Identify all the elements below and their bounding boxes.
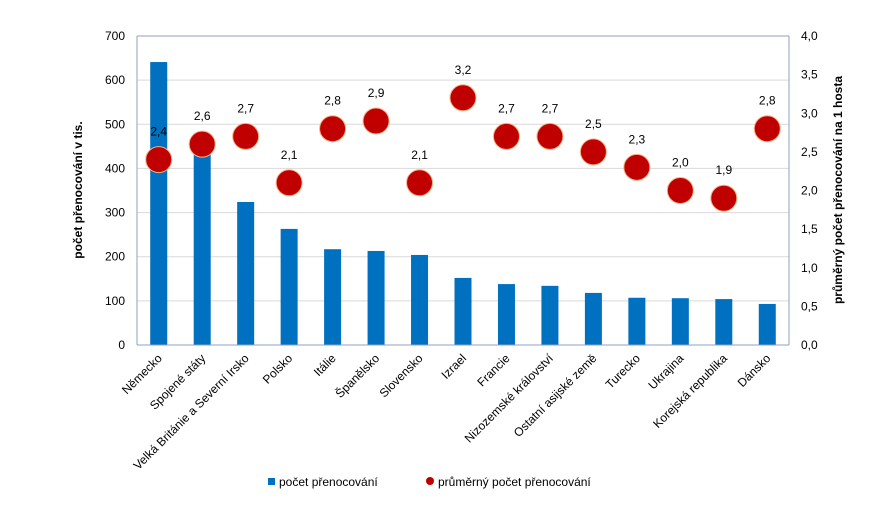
x-tick-label: Ostatní asijské země <box>511 351 600 440</box>
point <box>362 107 390 135</box>
point <box>536 122 564 150</box>
bar <box>541 285 559 345</box>
y-right-tick-label: 0,0 <box>801 338 818 352</box>
x-tick-label: Ukrajina <box>645 351 686 392</box>
bar <box>715 299 733 345</box>
bar <box>411 254 429 345</box>
data-label: 1,9 <box>715 163 732 177</box>
data-label: 2,7 <box>498 101 515 115</box>
data-label: 2,0 <box>672 156 689 170</box>
data-label: 2,4 <box>150 125 167 139</box>
y-tick-label: 600 <box>105 73 125 87</box>
y-axis-right-label: průměrný počet přenocování na 1 hosta <box>831 76 845 304</box>
y-right-tick-label: 2,5 <box>801 145 818 159</box>
x-tick-label: Izrael <box>438 351 469 382</box>
point <box>579 138 607 166</box>
point <box>319 115 347 143</box>
data-label: 2,7 <box>237 101 254 115</box>
legend-bar-label: počet přenocování <box>279 475 378 489</box>
bar <box>758 303 776 345</box>
data-label: 2,9 <box>368 86 385 100</box>
legend: počet přenocování průměrný počet přenoco… <box>268 475 591 489</box>
x-tick-label: Korejská republika <box>650 351 730 431</box>
bar <box>150 62 168 346</box>
point <box>145 146 173 174</box>
y-right-tick-label: 1,0 <box>801 261 818 275</box>
y-right-tick-label: 3,5 <box>801 68 818 82</box>
x-tick-label: Itálie <box>311 351 339 379</box>
y-tick-label: 700 <box>105 29 125 43</box>
y-right-tick-label: 4,0 <box>801 29 818 43</box>
x-tick-label: Francie <box>474 351 512 389</box>
legend-bar-marker <box>268 478 275 485</box>
legend-point-label: průměrný počet přenocování <box>438 475 591 489</box>
y-right-tick-label: 1,5 <box>801 222 818 236</box>
y-tick-label: 0 <box>118 338 125 352</box>
bar <box>324 249 342 345</box>
bar <box>193 152 211 345</box>
y-right-tick-label: 0,5 <box>801 299 818 313</box>
point <box>710 184 738 212</box>
x-tick-label: Slovensko <box>377 351 426 400</box>
data-label: 2,8 <box>324 94 341 108</box>
data-label: 2,6 <box>194 109 211 123</box>
y-tick-label: 100 <box>105 294 125 308</box>
data-label: 2,1 <box>411 148 428 162</box>
point <box>753 115 781 143</box>
y-right-tick-label: 2,0 <box>801 184 818 198</box>
point <box>275 169 303 197</box>
bar <box>628 297 646 345</box>
data-label: 3,2 <box>455 63 472 77</box>
y-tick-label: 200 <box>105 250 125 264</box>
x-tick-label: Turecko <box>603 351 643 391</box>
bar <box>237 201 255 345</box>
point <box>232 122 260 150</box>
x-tick-label: Španělsko <box>332 350 382 400</box>
data-label: 2,3 <box>629 132 646 146</box>
point <box>406 169 434 197</box>
bar <box>584 292 602 345</box>
bar <box>671 298 689 345</box>
point <box>188 130 216 158</box>
x-tick-label: Polsko <box>260 351 296 387</box>
data-label: 2,8 <box>759 94 776 108</box>
point <box>492 122 520 150</box>
y-tick-label: 500 <box>105 117 125 131</box>
x-tick-label: Dánsko <box>735 351 774 390</box>
point <box>666 177 694 204</box>
legend-point-marker <box>426 477 434 485</box>
y-tick-label: 300 <box>105 206 125 220</box>
y-tick-label: 400 <box>105 161 125 175</box>
point <box>623 153 651 181</box>
data-label: 2,1 <box>281 148 298 162</box>
bar <box>367 250 385 345</box>
y-right-tick-label: 3,0 <box>801 106 818 120</box>
data-label: 2,5 <box>585 117 602 131</box>
bar <box>280 228 298 345</box>
data-label: 2,7 <box>542 101 559 115</box>
point <box>449 84 477 112</box>
bar <box>497 284 515 345</box>
y-axis-label: počet přenocování v tis. <box>71 121 85 258</box>
bar <box>454 277 472 345</box>
